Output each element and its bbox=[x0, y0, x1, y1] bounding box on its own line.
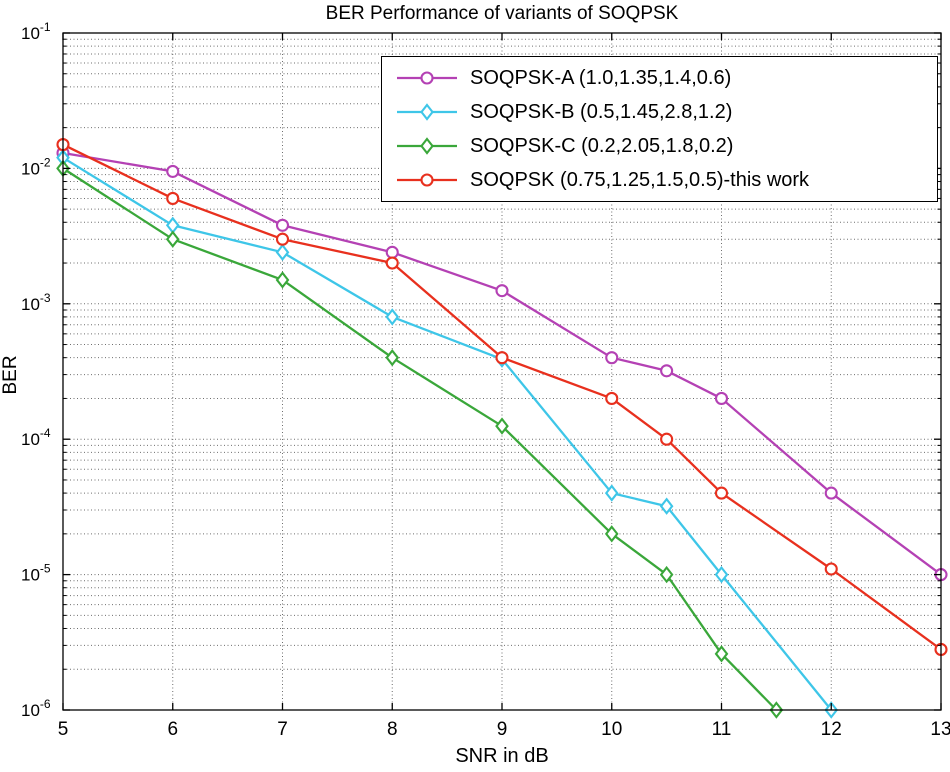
legend-label: SOQPSK-C (0.2,2.05,1.8,0.2) bbox=[470, 134, 734, 157]
legend-sample-soqpsk-a bbox=[397, 71, 457, 85]
svg-text:13: 13 bbox=[930, 719, 950, 740]
svg-text:10-2: 10-2 bbox=[21, 155, 51, 178]
legend-item: SOQPSK (0.75,1.25,1.5,0.5)-this work bbox=[394, 164, 933, 197]
svg-text:10-1: 10-1 bbox=[21, 20, 51, 43]
legend-item: SOQPSK-B (0.5,1.45,2.8,1.2) bbox=[394, 96, 933, 129]
svg-text:11: 11 bbox=[712, 719, 732, 740]
legend-label: SOQPSK-B (0.5,1.45,2.8,1.2) bbox=[470, 100, 733, 123]
x-axis-label: SNR in dB bbox=[455, 745, 548, 767]
svg-text:8: 8 bbox=[387, 719, 398, 740]
legend-item: SOQPSK-C (0.2,2.05,1.8,0.2) bbox=[394, 130, 933, 163]
legend-label: SOQPSK (0.75,1.25,1.5,0.5)-this work bbox=[470, 168, 810, 191]
svg-text:10-5: 10-5 bbox=[21, 562, 51, 585]
svg-text:6: 6 bbox=[167, 719, 178, 740]
svg-text:5: 5 bbox=[58, 719, 69, 740]
svg-text:12: 12 bbox=[821, 719, 842, 740]
legend: SOQPSK-A (1.0,1.35,1.4,0.6) SOQPSK-B (0.… bbox=[381, 56, 938, 202]
y-axis-label: BER bbox=[0, 355, 21, 394]
svg-text:10-3: 10-3 bbox=[21, 291, 51, 314]
legend-sample-soqpsk-b bbox=[397, 103, 457, 121]
legend-label: SOQPSK-A (1.0,1.35,1.4,0.6) bbox=[470, 66, 732, 89]
svg-text:7: 7 bbox=[277, 719, 288, 740]
legend-item: SOQPSK-A (1.0,1.35,1.4,0.6) bbox=[394, 62, 933, 95]
legend-sample-soqpsk-c bbox=[397, 137, 457, 155]
svg-text:9: 9 bbox=[497, 719, 508, 740]
svg-text:10-6: 10-6 bbox=[21, 697, 51, 720]
chart-title: BER Performance of variants of SOQPSK bbox=[326, 3, 679, 24]
svg-text:10: 10 bbox=[601, 719, 622, 740]
svg-text:10-4: 10-4 bbox=[21, 426, 51, 449]
legend-sample-this-work bbox=[397, 173, 457, 187]
